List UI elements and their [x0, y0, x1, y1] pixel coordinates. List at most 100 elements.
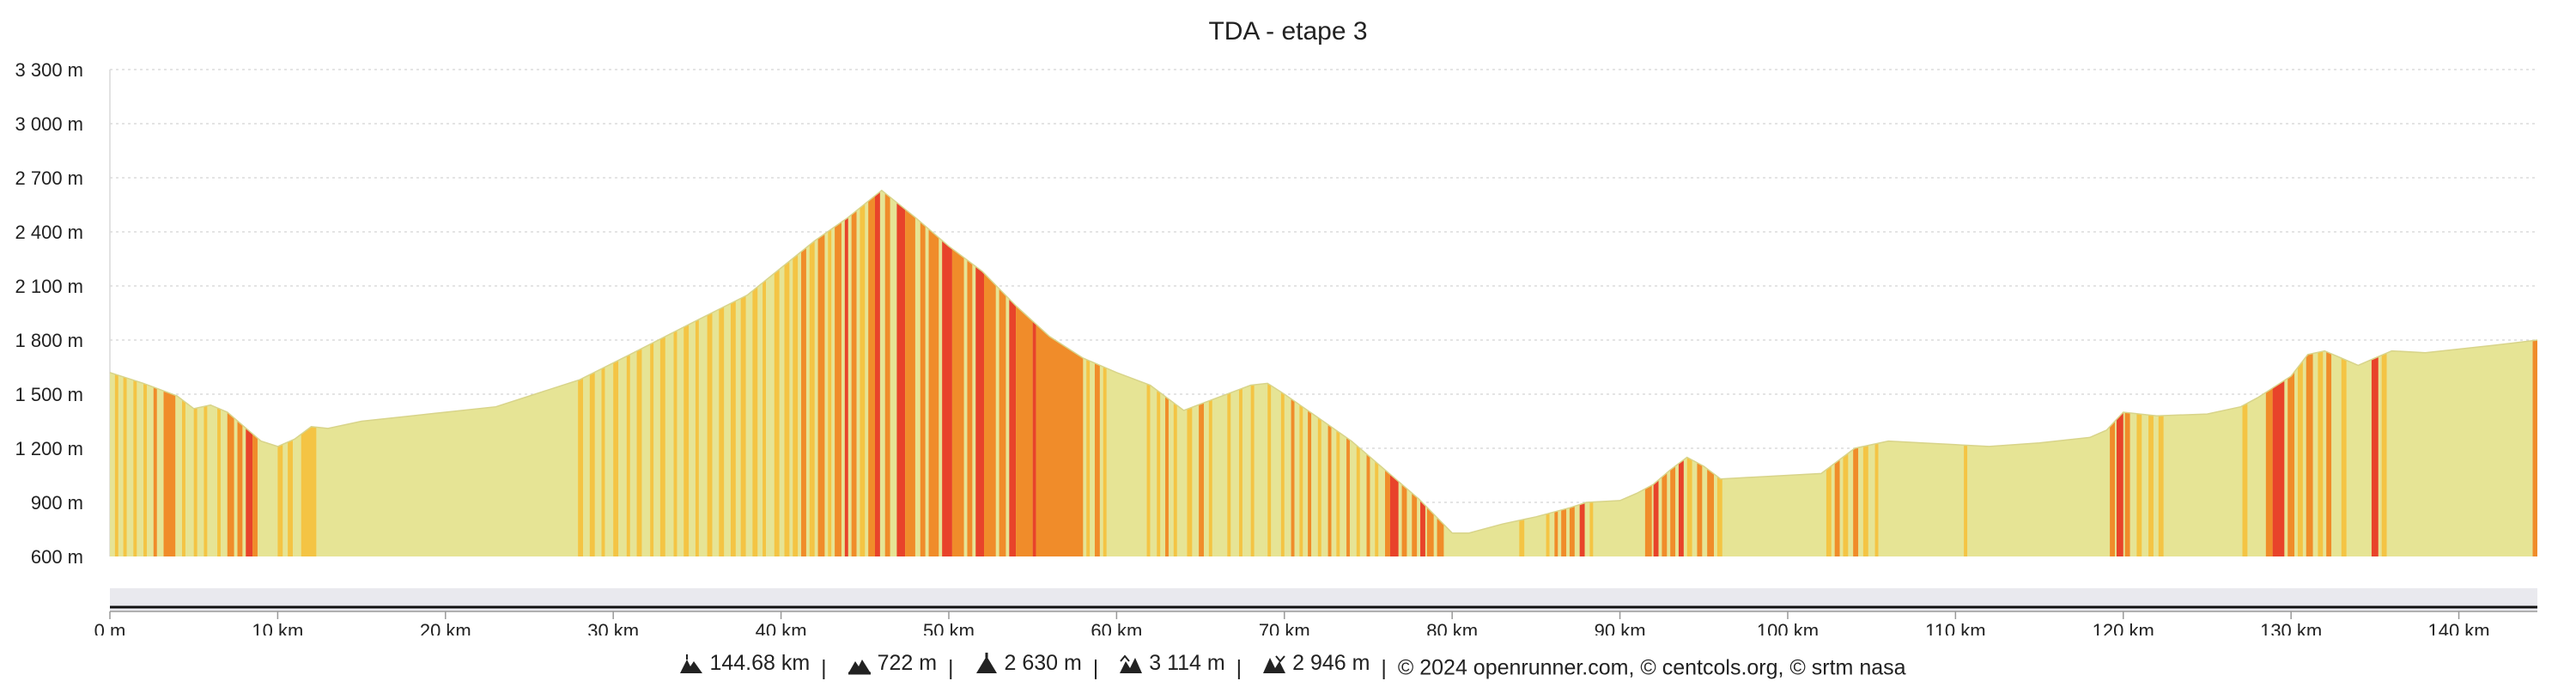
- slope-band: [1389, 190, 1399, 556]
- slope-band: [1146, 190, 1151, 556]
- slope-band: [1267, 190, 1272, 556]
- slope-band: [1346, 190, 1350, 556]
- slope-band: [2371, 190, 2379, 556]
- slope-band: [851, 190, 857, 556]
- slope-band: [2306, 190, 2313, 556]
- slope-band: [578, 190, 584, 556]
- separator: |: [1092, 655, 1099, 680]
- slope-band: [227, 190, 234, 556]
- slope-band: [707, 190, 713, 556]
- slope-band: [828, 190, 832, 556]
- slope-band: [1385, 190, 1390, 556]
- chart-plot-area: 600 m 900 m 1 200 m 1 500 m 1 800 m 2 100 m 2 …: [15, 59, 2538, 635]
- distance-icon: [680, 654, 703, 673]
- slope-band: [975, 190, 985, 556]
- slope-band: [2158, 190, 2164, 556]
- slope-band: [1964, 190, 1968, 556]
- slope-band: [1589, 190, 1594, 556]
- slope-band: [1165, 190, 1169, 556]
- slope-band: [1707, 190, 1714, 556]
- x-tick-label: 40 km: [756, 620, 807, 635]
- slope-band: [793, 190, 799, 556]
- slope-band: [928, 190, 939, 556]
- slope-band: [2326, 190, 2332, 556]
- slope-band: [762, 190, 767, 556]
- slope-band: [2148, 190, 2154, 556]
- slope-band: [1697, 190, 1703, 556]
- slope-band: [2532, 190, 2537, 556]
- slope-band: [1227, 190, 1231, 556]
- slope-band: [143, 190, 147, 556]
- x-tick-label: 20 km: [420, 620, 471, 635]
- min-altitude-value: 722 m: [877, 651, 938, 675]
- slope-band: [237, 190, 243, 556]
- x-tick-label: 80 km: [1426, 620, 1478, 635]
- y-tick-label: 900 m: [31, 492, 83, 514]
- slope-band: [626, 190, 630, 556]
- slope-band: [1826, 190, 1832, 556]
- separator: |: [1236, 655, 1242, 680]
- slope-band: [163, 190, 176, 556]
- slope-band: [1843, 190, 1849, 556]
- slope-band: [896, 190, 906, 556]
- distance-value: 144.68 km: [709, 651, 811, 675]
- y-tick-label: 1 500 m: [15, 384, 84, 405]
- slope-band: [1401, 190, 1407, 556]
- slope-band: [774, 190, 780, 556]
- y-axis: 600 m 900 m 1 200 m 1 500 m 1 800 m 2 100 m 2 …: [15, 59, 111, 568]
- slope-band: [1032, 190, 1036, 556]
- slope-band: [844, 190, 848, 556]
- x-tick-label: 70 km: [1259, 620, 1310, 635]
- slope-band: [1874, 190, 1879, 556]
- slope-band: [920, 190, 926, 556]
- slope-band: [967, 190, 973, 556]
- chart-title: TDA - etape 3: [1208, 17, 1368, 46]
- slope-band: [1375, 190, 1379, 556]
- slope-band: [2381, 190, 2387, 556]
- elevation-loss-stat: 2 946 m: [1253, 651, 1370, 676]
- slope-band: [1308, 190, 1312, 556]
- slope-band: [1280, 190, 1285, 556]
- slope-band: [860, 190, 866, 556]
- slope-band: [817, 190, 825, 556]
- slope-band: [951, 190, 964, 556]
- slope-band: [193, 190, 197, 556]
- slope-band: [204, 190, 208, 556]
- slope-band: [1187, 190, 1193, 556]
- slope-band: [2341, 190, 2347, 556]
- slope-band: [1686, 190, 1692, 556]
- slope-band: [884, 190, 890, 556]
- x-tick-label: 50 km: [923, 620, 975, 635]
- slope-band: [1834, 190, 1840, 556]
- slope-band: [1239, 190, 1242, 556]
- slope-band: [1208, 190, 1212, 556]
- slope-band: [2242, 190, 2248, 556]
- slope-band: [1670, 190, 1676, 556]
- slope-band: [1554, 190, 1558, 556]
- slope-band: [589, 190, 595, 556]
- slope-band: [1366, 190, 1370, 556]
- range-navigator[interactable]: [110, 588, 2537, 611]
- slope-band: [1356, 190, 1360, 556]
- slope-band: [2136, 190, 2142, 556]
- slope-band: [182, 190, 185, 556]
- slope-band: [695, 190, 699, 556]
- elevation-gain-icon: [1120, 654, 1143, 673]
- slope-band: [636, 190, 642, 556]
- slope-band: [1250, 190, 1255, 556]
- slope-band: [2124, 190, 2130, 556]
- min-altitude-icon: [848, 659, 871, 674]
- elevation-area: [110, 190, 2537, 556]
- slope-band: [1009, 190, 1017, 556]
- y-tick-label: 2 100 m: [15, 276, 84, 297]
- y-tick-label: 2 400 m: [15, 222, 84, 243]
- slope-band: [999, 190, 1006, 556]
- slope-band: [1546, 190, 1550, 556]
- slope-band: [730, 190, 736, 556]
- y-tick-label: 3 300 m: [15, 59, 84, 81]
- slope-band: [2116, 190, 2123, 556]
- slope-band: [2318, 190, 2324, 556]
- y-tick-label: 3 000 m: [15, 113, 84, 135]
- slope-band: [835, 190, 841, 556]
